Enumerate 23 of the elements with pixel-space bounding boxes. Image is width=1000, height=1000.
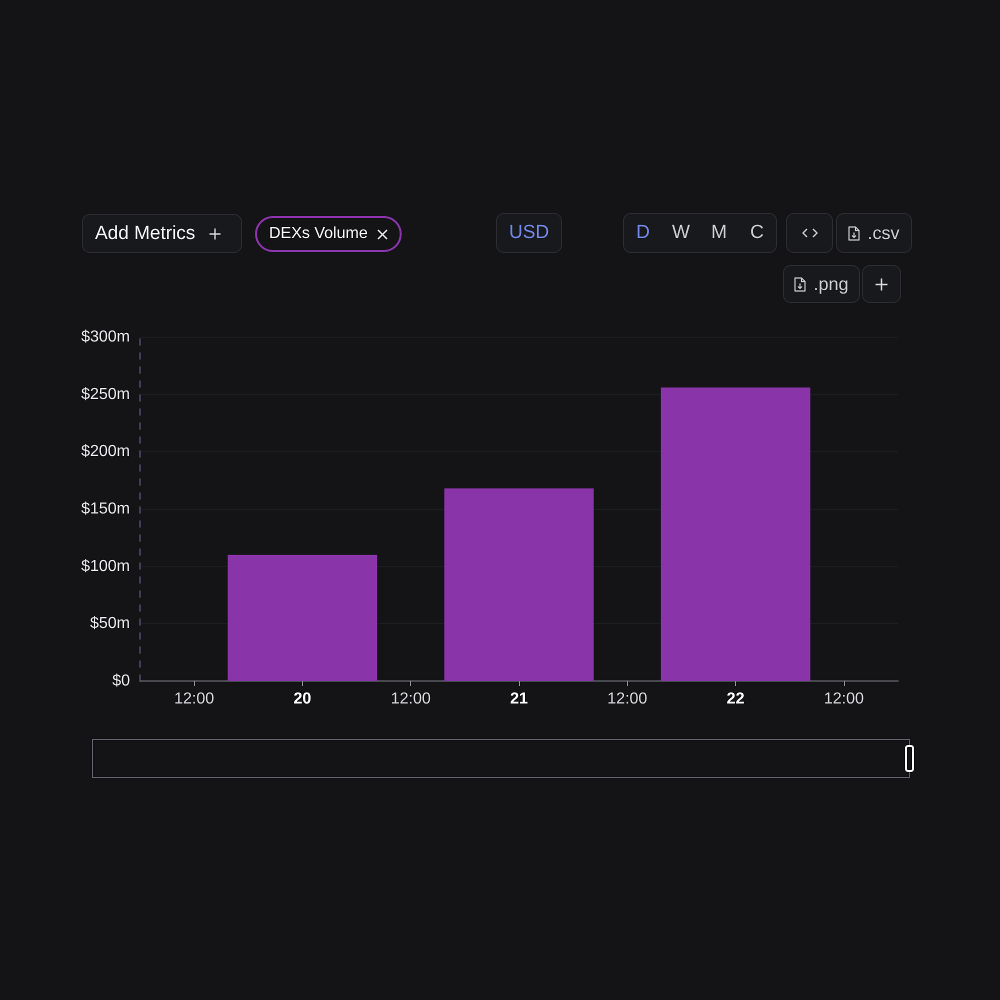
bar: [444, 488, 594, 681]
x-tick-label: 12:00: [390, 690, 431, 708]
bar: [660, 387, 810, 681]
bar: [228, 554, 378, 681]
period-toggle: D W M C: [623, 213, 777, 253]
y-tick-label: $200m: [81, 443, 130, 460]
y-tick-label: $250m: [81, 386, 130, 403]
currency-toggle: USD: [496, 213, 562, 253]
csv-download-button: .csv: [836, 213, 912, 253]
x-tick-label: 20: [294, 690, 312, 708]
y-tick-label: $0: [112, 672, 130, 690]
x-tick-label: 12:00: [607, 690, 648, 708]
x-tick-label: 21: [510, 690, 528, 708]
add-metrics-button: Add Metrics: [82, 214, 242, 253]
y-tick-label: $50m: [90, 615, 130, 632]
y-tick-label: $300m: [81, 328, 130, 346]
y-tick-label: $100m: [81, 558, 130, 575]
x-tick-label: 12:00: [824, 690, 864, 708]
y-tick-label: $150m: [81, 500, 130, 518]
x-tick-label: 12:00: [174, 690, 214, 708]
text: DEXs Volume: [269, 225, 368, 243]
x-tick-label: 22: [726, 690, 745, 708]
png-download-button: .png: [783, 265, 860, 303]
